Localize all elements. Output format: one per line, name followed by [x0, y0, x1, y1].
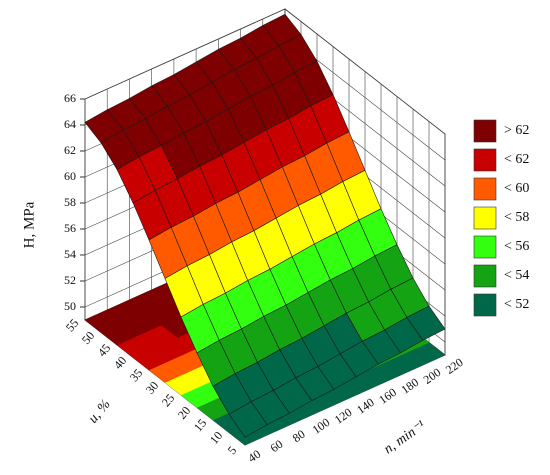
legend-label: < 60	[504, 181, 529, 196]
legend-swatch	[473, 177, 497, 201]
legend-label: < 56	[504, 239, 529, 254]
y-tick-label: 10	[207, 429, 225, 447]
legend-swatch	[473, 264, 497, 288]
legend-label: < 54	[504, 268, 529, 283]
x-tick-label: 200	[421, 365, 444, 387]
n-axis-title: n, min⁻¹	[381, 418, 428, 457]
x-tick-label: 60	[268, 437, 286, 455]
legend-swatch	[473, 148, 497, 172]
z-tick-label: 58	[64, 195, 76, 209]
z-tick-label: 52	[64, 273, 76, 287]
legend-label: > 62	[504, 123, 529, 138]
z-tick-label: 54	[64, 247, 76, 261]
u-axis-title: u, %	[86, 397, 114, 426]
y-tick-label: 45	[95, 341, 113, 359]
legend: > 62 < 62 < 60 < 58 < 56 < 54 < 52	[473, 119, 529, 317]
legend-swatch	[473, 293, 497, 317]
y-tick-label: 55	[63, 316, 81, 334]
y-tick-label: 30	[143, 379, 161, 397]
z-tick-label: 66	[64, 91, 76, 105]
x-tick-label: 40	[245, 447, 263, 465]
legend-swatch	[473, 235, 497, 259]
y-tick-label: 40	[111, 354, 129, 372]
x-tick-label: 160	[376, 385, 399, 407]
legend-swatch	[473, 119, 497, 143]
z-axis-title: H, MPa	[21, 201, 37, 248]
x-tick-label: 220	[443, 355, 466, 377]
y-tick-label: 5	[225, 443, 240, 457]
legend-label: < 52	[504, 297, 529, 312]
z-tick-label: 64	[64, 117, 76, 131]
z-tick-label: 56	[64, 221, 76, 235]
z-tick-label: 60	[64, 169, 76, 183]
legend-label: < 62	[504, 152, 529, 167]
x-tick-label: 80	[290, 427, 308, 445]
y-tick-label: 25	[159, 391, 177, 409]
y-tick-label: 20	[175, 404, 193, 422]
x-tick-label: 100	[310, 415, 333, 437]
z-tick-label: 62	[64, 143, 76, 157]
x-tick-label: 180	[398, 375, 421, 397]
legend-swatch	[473, 206, 497, 230]
x-tick-label: 140	[354, 395, 377, 417]
y-tick-label: 35	[127, 366, 145, 384]
y-tick-label: 50	[79, 329, 97, 347]
legend-label: < 58	[504, 210, 529, 225]
x-tick-label: 120	[332, 405, 355, 427]
y-tick-label: 15	[191, 416, 209, 434]
surface-cell	[228, 401, 268, 438]
z-tick-label: 50	[64, 299, 76, 313]
